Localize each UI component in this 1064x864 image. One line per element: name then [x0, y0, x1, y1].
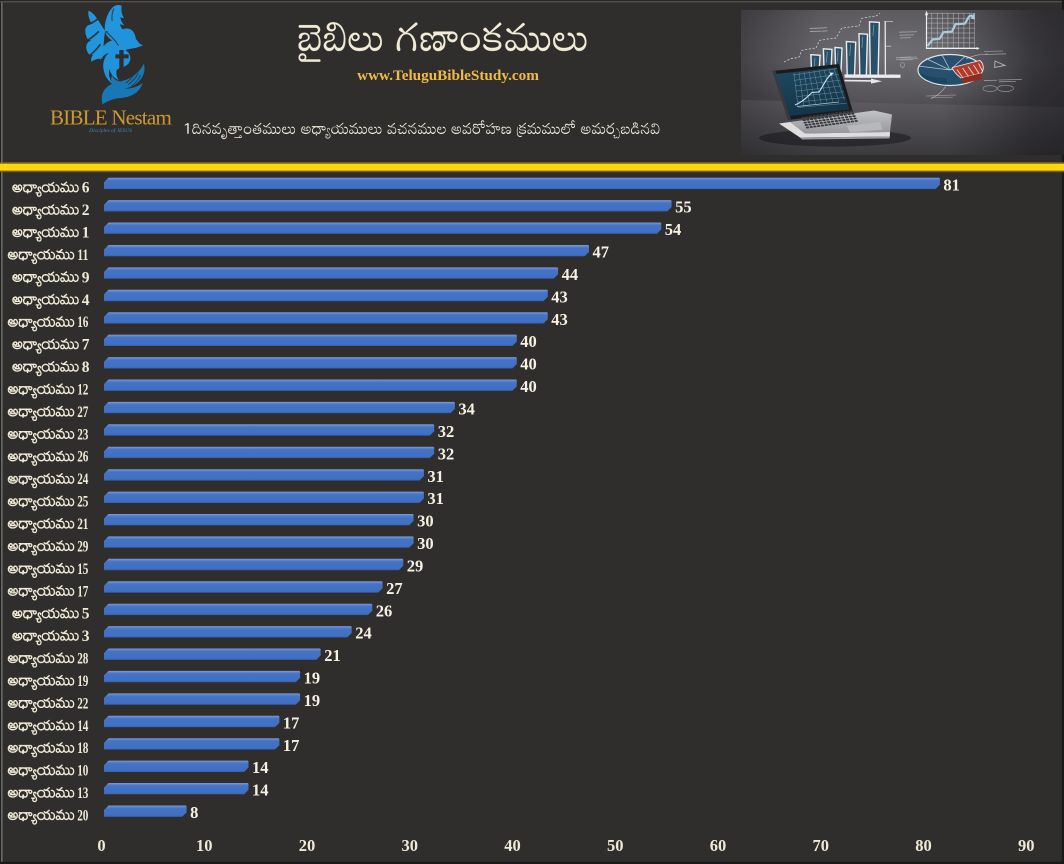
svg-text:40: 40	[520, 377, 537, 396]
svg-text:www.TeluguBibleStudy.com: www.TeluguBibleStudy.com	[357, 67, 539, 84]
svg-text:10: 10	[196, 836, 213, 855]
svg-text:47: 47	[593, 243, 610, 262]
svg-text:19: 19	[304, 691, 321, 710]
svg-text:43: 43	[551, 310, 568, 329]
svg-text:80: 80	[915, 836, 932, 855]
svg-text:17: 17	[283, 713, 300, 732]
svg-text:60: 60	[710, 836, 727, 855]
svg-text:90: 90	[1018, 836, 1035, 855]
svg-text:17: 17	[283, 736, 300, 755]
svg-text:7: 7	[82, 337, 90, 354]
svg-text:27: 27	[386, 579, 403, 598]
svg-text:18: 18	[77, 740, 88, 757]
svg-text:29: 29	[407, 556, 424, 575]
svg-text:16: 16	[77, 314, 88, 331]
svg-text:30: 30	[402, 836, 419, 855]
svg-text:14: 14	[252, 758, 269, 777]
svg-text:14: 14	[77, 718, 88, 735]
svg-text:40: 40	[504, 836, 521, 855]
svg-text:19: 19	[304, 669, 321, 688]
svg-text:25: 25	[77, 494, 88, 511]
svg-text:29: 29	[77, 538, 88, 555]
svg-text:12: 12	[77, 382, 88, 399]
svg-text:2: 2	[82, 202, 90, 219]
svg-text:32: 32	[438, 444, 455, 463]
svg-text:1: 1	[82, 225, 90, 242]
svg-text:13: 13	[77, 785, 88, 802]
svg-text:30: 30	[417, 512, 434, 531]
svg-text:17: 17	[77, 583, 88, 600]
svg-text:44: 44	[562, 265, 579, 284]
svg-text:8: 8	[190, 803, 198, 822]
svg-text:BIBLE Nestam: BIBLE Nestam	[50, 106, 171, 130]
svg-text:50: 50	[607, 836, 624, 855]
svg-text:21: 21	[324, 646, 341, 665]
svg-text:23: 23	[77, 426, 88, 443]
svg-text:5: 5	[82, 606, 90, 623]
svg-text:9: 9	[82, 269, 90, 286]
svg-text:28: 28	[77, 651, 88, 668]
svg-text:40: 40	[520, 332, 537, 351]
svg-text:26: 26	[77, 449, 88, 466]
svg-text:14: 14	[252, 781, 269, 800]
svg-text:6: 6	[82, 180, 90, 197]
svg-text:24: 24	[77, 471, 88, 488]
svg-text:3: 3	[82, 628, 90, 645]
svg-text:31: 31	[427, 489, 444, 508]
svg-text:20: 20	[77, 808, 88, 825]
svg-text:31: 31	[427, 467, 444, 486]
svg-text:19: 19	[77, 673, 88, 690]
svg-text:43: 43	[551, 287, 568, 306]
svg-text:32: 32	[438, 422, 455, 441]
svg-text:Disciples of JESUS: Disciples of JESUS	[88, 127, 132, 134]
svg-text:22: 22	[77, 695, 88, 712]
svg-text:81: 81	[943, 175, 960, 194]
svg-text:8: 8	[82, 359, 90, 376]
svg-text:55: 55	[675, 198, 692, 217]
svg-text:70: 70	[813, 836, 830, 855]
svg-text:24: 24	[355, 624, 372, 643]
svg-text:21: 21	[77, 516, 88, 533]
svg-text:0: 0	[97, 836, 105, 855]
svg-text:27: 27	[77, 404, 88, 421]
svg-text:26: 26	[376, 601, 393, 620]
svg-text:30: 30	[417, 534, 434, 553]
svg-text:11: 11	[77, 247, 88, 264]
svg-text:10: 10	[77, 763, 88, 780]
svg-text:15: 15	[77, 561, 88, 578]
svg-text:40: 40	[520, 355, 537, 374]
svg-text:4: 4	[82, 292, 90, 309]
svg-text:34: 34	[458, 400, 475, 419]
svg-text:20: 20	[299, 836, 316, 855]
svg-text:54: 54	[665, 220, 682, 239]
